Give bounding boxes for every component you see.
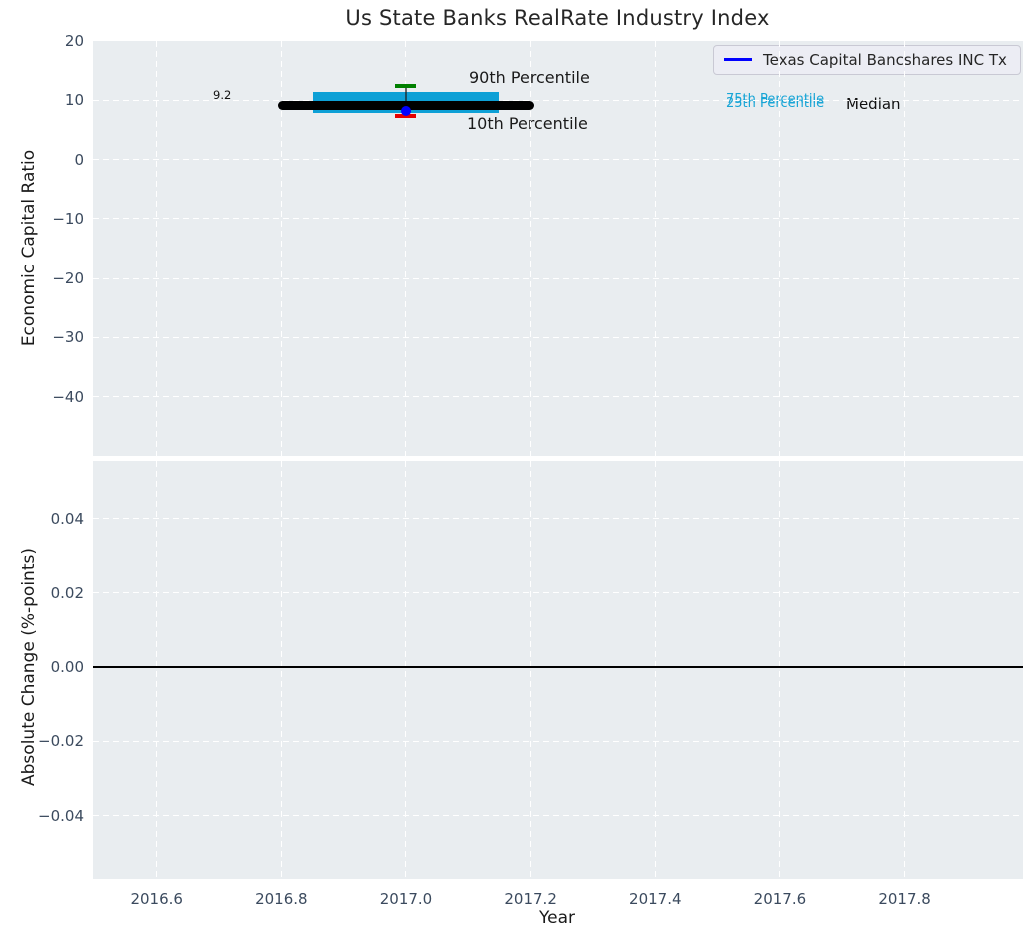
- x-tick-label: 2017.2: [504, 890, 557, 908]
- zero-change-line: [93, 666, 1024, 668]
- top-y-axis-label: Economic Capital Ratio: [19, 150, 39, 346]
- top-gridline-y: [93, 100, 1024, 101]
- bottom-y-tick-label: 0.02: [20, 584, 84, 602]
- bottom-gridline-x: [779, 461, 780, 879]
- p90-cap: [395, 84, 416, 88]
- top-gridline-x: [655, 41, 656, 457]
- annotation-10th-percentile: 10th Percentile: [467, 114, 588, 133]
- bottom-gridline-y: [93, 518, 1024, 519]
- x-tick-label: 2016.6: [130, 890, 183, 908]
- chart-title: Us State Banks RealRate Industry Index: [92, 6, 1023, 30]
- top-gridline-y: [93, 159, 1024, 160]
- x-axis-label: Year: [539, 908, 575, 928]
- legend-line-sample: [724, 58, 752, 61]
- top-y-tick-label: −40: [20, 388, 84, 406]
- top-gridline-y: [93, 278, 1024, 279]
- top-y-tick-label: 10: [20, 91, 84, 109]
- bottom-gridline-y: [93, 741, 1024, 742]
- top-y-tick-label: −20: [20, 269, 84, 287]
- bottom-gridline-x: [405, 461, 406, 879]
- bottom-gridline-y: [93, 815, 1024, 816]
- top-y-tick-label: 20: [20, 32, 84, 50]
- x-tick-label: 2016.8: [255, 890, 308, 908]
- bottom-gridline-x: [281, 461, 282, 879]
- bottom-y-tick-label: 0.00: [20, 658, 84, 676]
- annotation-median: Median: [846, 95, 901, 113]
- company-data-point: [401, 106, 411, 116]
- top-gridline-y: [93, 218, 1024, 219]
- x-tick-label: 2017.4: [629, 890, 682, 908]
- figure: Us State Banks RealRate Industry Index E…: [0, 0, 1034, 942]
- bottom-gridline-x: [904, 461, 905, 879]
- top-y-tick-label: 0: [20, 151, 84, 169]
- top-gridline-y: [93, 337, 1024, 338]
- bottom-gridline-y: [93, 592, 1024, 593]
- legend-series-label: Texas Capital Bancshares INC Tx: [763, 51, 1007, 69]
- bottom-gridline-x: [156, 461, 157, 879]
- annotation-25th-percentile: 25th Percentile: [726, 96, 824, 111]
- top-gridline-y: [93, 396, 1024, 397]
- bottom-gridline-x: [530, 461, 531, 879]
- top-y-tick-label: −30: [20, 328, 84, 346]
- legend: Texas Capital Bancshares INC Tx: [713, 45, 1021, 75]
- bottom-gridline-x: [655, 461, 656, 879]
- bottom-plot-area: [93, 461, 1024, 879]
- bottom-y-tick-label: 0.04: [20, 510, 84, 528]
- top-y-tick-label: −10: [20, 210, 84, 228]
- top-gridline-x: [779, 41, 780, 457]
- top-gridline-x: [904, 41, 905, 457]
- x-tick-label: 2017.6: [754, 890, 807, 908]
- bottom-y-tick-label: −0.04: [20, 807, 84, 825]
- x-tick-label: 2017.0: [380, 890, 433, 908]
- x-tick-label: 2017.8: [878, 890, 931, 908]
- bottom-y-tick-label: −0.02: [20, 732, 84, 750]
- top-gridline-x: [156, 41, 157, 457]
